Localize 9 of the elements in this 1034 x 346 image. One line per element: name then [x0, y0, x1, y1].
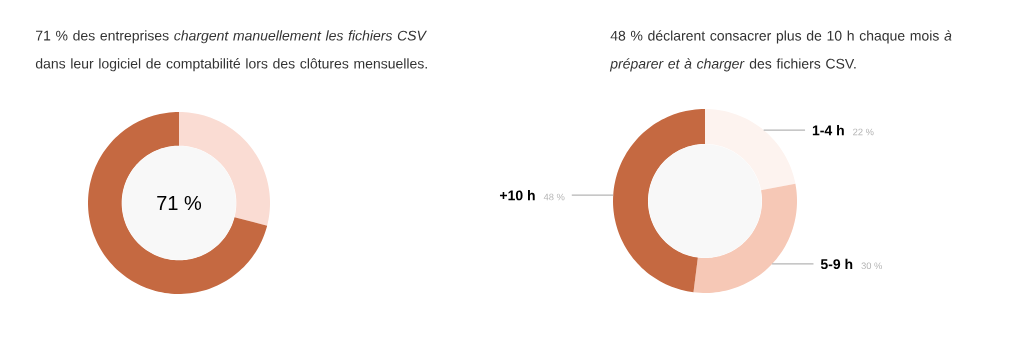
chart-title: 71 % des entreprises chargent manuellement les fichiers CSV dans leur logiciel de comptabilité lors des clôtures mensuelles. [35, 30, 427, 72]
chart-title: 48 % déclarent consacrer plus de 10 h chaque mois à préparer et à charger des fichiers CSV. [609, 30, 952, 72]
text: 71 % [157, 196, 202, 210]
slice-label: 5-9 h [820, 258, 853, 270]
slice-label: 1-4 h [812, 125, 844, 136]
data-label: 30 % [861, 262, 883, 270]
data-label: 48 % [543, 193, 565, 201]
slice-label: +10 h [499, 190, 535, 201]
data-label: 22 % [853, 128, 874, 136]
